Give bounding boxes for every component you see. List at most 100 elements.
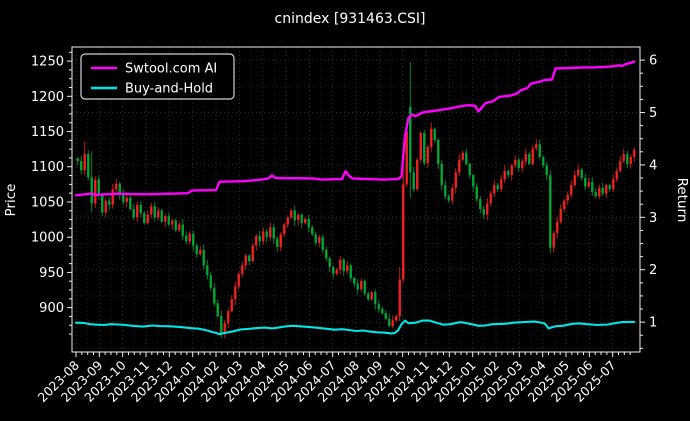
chart-title: cnindex [931463.CSI] xyxy=(275,11,426,27)
candle xyxy=(153,202,156,222)
candle xyxy=(335,267,338,276)
candle xyxy=(517,157,520,172)
candle xyxy=(136,201,139,223)
candle xyxy=(409,61,412,198)
candle xyxy=(181,218,184,241)
candle xyxy=(440,160,443,191)
candle xyxy=(318,234,321,248)
candle xyxy=(374,289,377,310)
buy-and-hold-line xyxy=(74,319,636,336)
price-tick-label: 1200 xyxy=(31,90,64,105)
candle xyxy=(258,230,261,247)
candle xyxy=(608,183,611,192)
candle xyxy=(157,207,160,221)
candle xyxy=(552,231,555,253)
candle xyxy=(542,155,545,168)
candle xyxy=(454,168,457,194)
candle xyxy=(472,173,475,192)
candle xyxy=(402,166,405,283)
candle xyxy=(605,183,608,198)
candle xyxy=(216,299,219,319)
candle xyxy=(262,227,265,246)
candle xyxy=(237,271,240,290)
candle xyxy=(272,224,275,244)
candle xyxy=(248,253,251,265)
candle xyxy=(395,314,398,322)
candle xyxy=(339,255,342,275)
candle xyxy=(549,170,552,253)
candle xyxy=(433,127,436,143)
candle xyxy=(524,148,527,166)
candle xyxy=(563,198,566,213)
candle xyxy=(108,196,111,211)
candle xyxy=(381,306,384,316)
candle xyxy=(279,231,282,252)
candle xyxy=(192,230,195,252)
price-tick-label: 950 xyxy=(39,266,64,281)
return-tick-label: 1 xyxy=(649,316,657,331)
candle xyxy=(83,141,86,176)
candle xyxy=(489,190,492,207)
candle xyxy=(230,294,233,313)
candle xyxy=(244,253,247,270)
candle xyxy=(612,175,615,192)
candle xyxy=(234,281,237,305)
candle xyxy=(475,183,478,203)
candle xyxy=(493,179,496,198)
candle xyxy=(538,139,541,160)
candle xyxy=(101,193,104,217)
candle xyxy=(178,221,181,232)
candle xyxy=(486,198,489,221)
candle xyxy=(423,129,426,166)
candle xyxy=(468,162,471,179)
candle xyxy=(384,310,387,321)
candle xyxy=(465,148,468,166)
candle xyxy=(353,276,356,288)
candle xyxy=(115,178,118,195)
candle xyxy=(444,179,447,200)
legend-item-buy-and-hold: Buy-and-Hold xyxy=(91,82,213,97)
candle xyxy=(251,243,254,263)
candle xyxy=(80,155,83,175)
candle xyxy=(577,164,580,178)
candle xyxy=(209,271,212,292)
candle xyxy=(300,213,303,228)
candle xyxy=(188,231,191,245)
candle xyxy=(584,173,587,190)
price-tick-label: 900 xyxy=(39,301,64,316)
return-tick-label: 6 xyxy=(649,54,657,69)
candle xyxy=(325,246,328,262)
candle xyxy=(598,184,601,200)
candle xyxy=(293,205,296,226)
candle xyxy=(118,181,121,200)
legend-label: Swtool.com AI xyxy=(125,62,217,77)
candle xyxy=(622,148,625,163)
candle xyxy=(202,244,205,270)
candle xyxy=(507,169,510,179)
candle xyxy=(633,147,636,163)
candle xyxy=(370,290,373,302)
candle xyxy=(321,234,324,253)
candle xyxy=(241,261,244,278)
price-tick-label: 1100 xyxy=(31,160,64,175)
candle xyxy=(580,168,583,181)
candle xyxy=(349,263,352,282)
candle xyxy=(311,225,314,236)
candle xyxy=(447,193,450,203)
candle xyxy=(286,215,289,228)
candle xyxy=(559,204,562,225)
candle xyxy=(601,182,604,197)
candle xyxy=(629,154,632,169)
candle xyxy=(125,192,128,207)
candle xyxy=(416,157,419,191)
candle xyxy=(367,291,370,302)
candle xyxy=(143,210,146,225)
candle xyxy=(521,159,524,173)
candle xyxy=(570,180,573,199)
candle xyxy=(132,203,135,221)
right-axis-label: Return xyxy=(674,178,690,223)
price-tick-label: 1250 xyxy=(31,55,64,70)
return-tick-label: 3 xyxy=(649,211,657,226)
candle xyxy=(171,219,174,230)
